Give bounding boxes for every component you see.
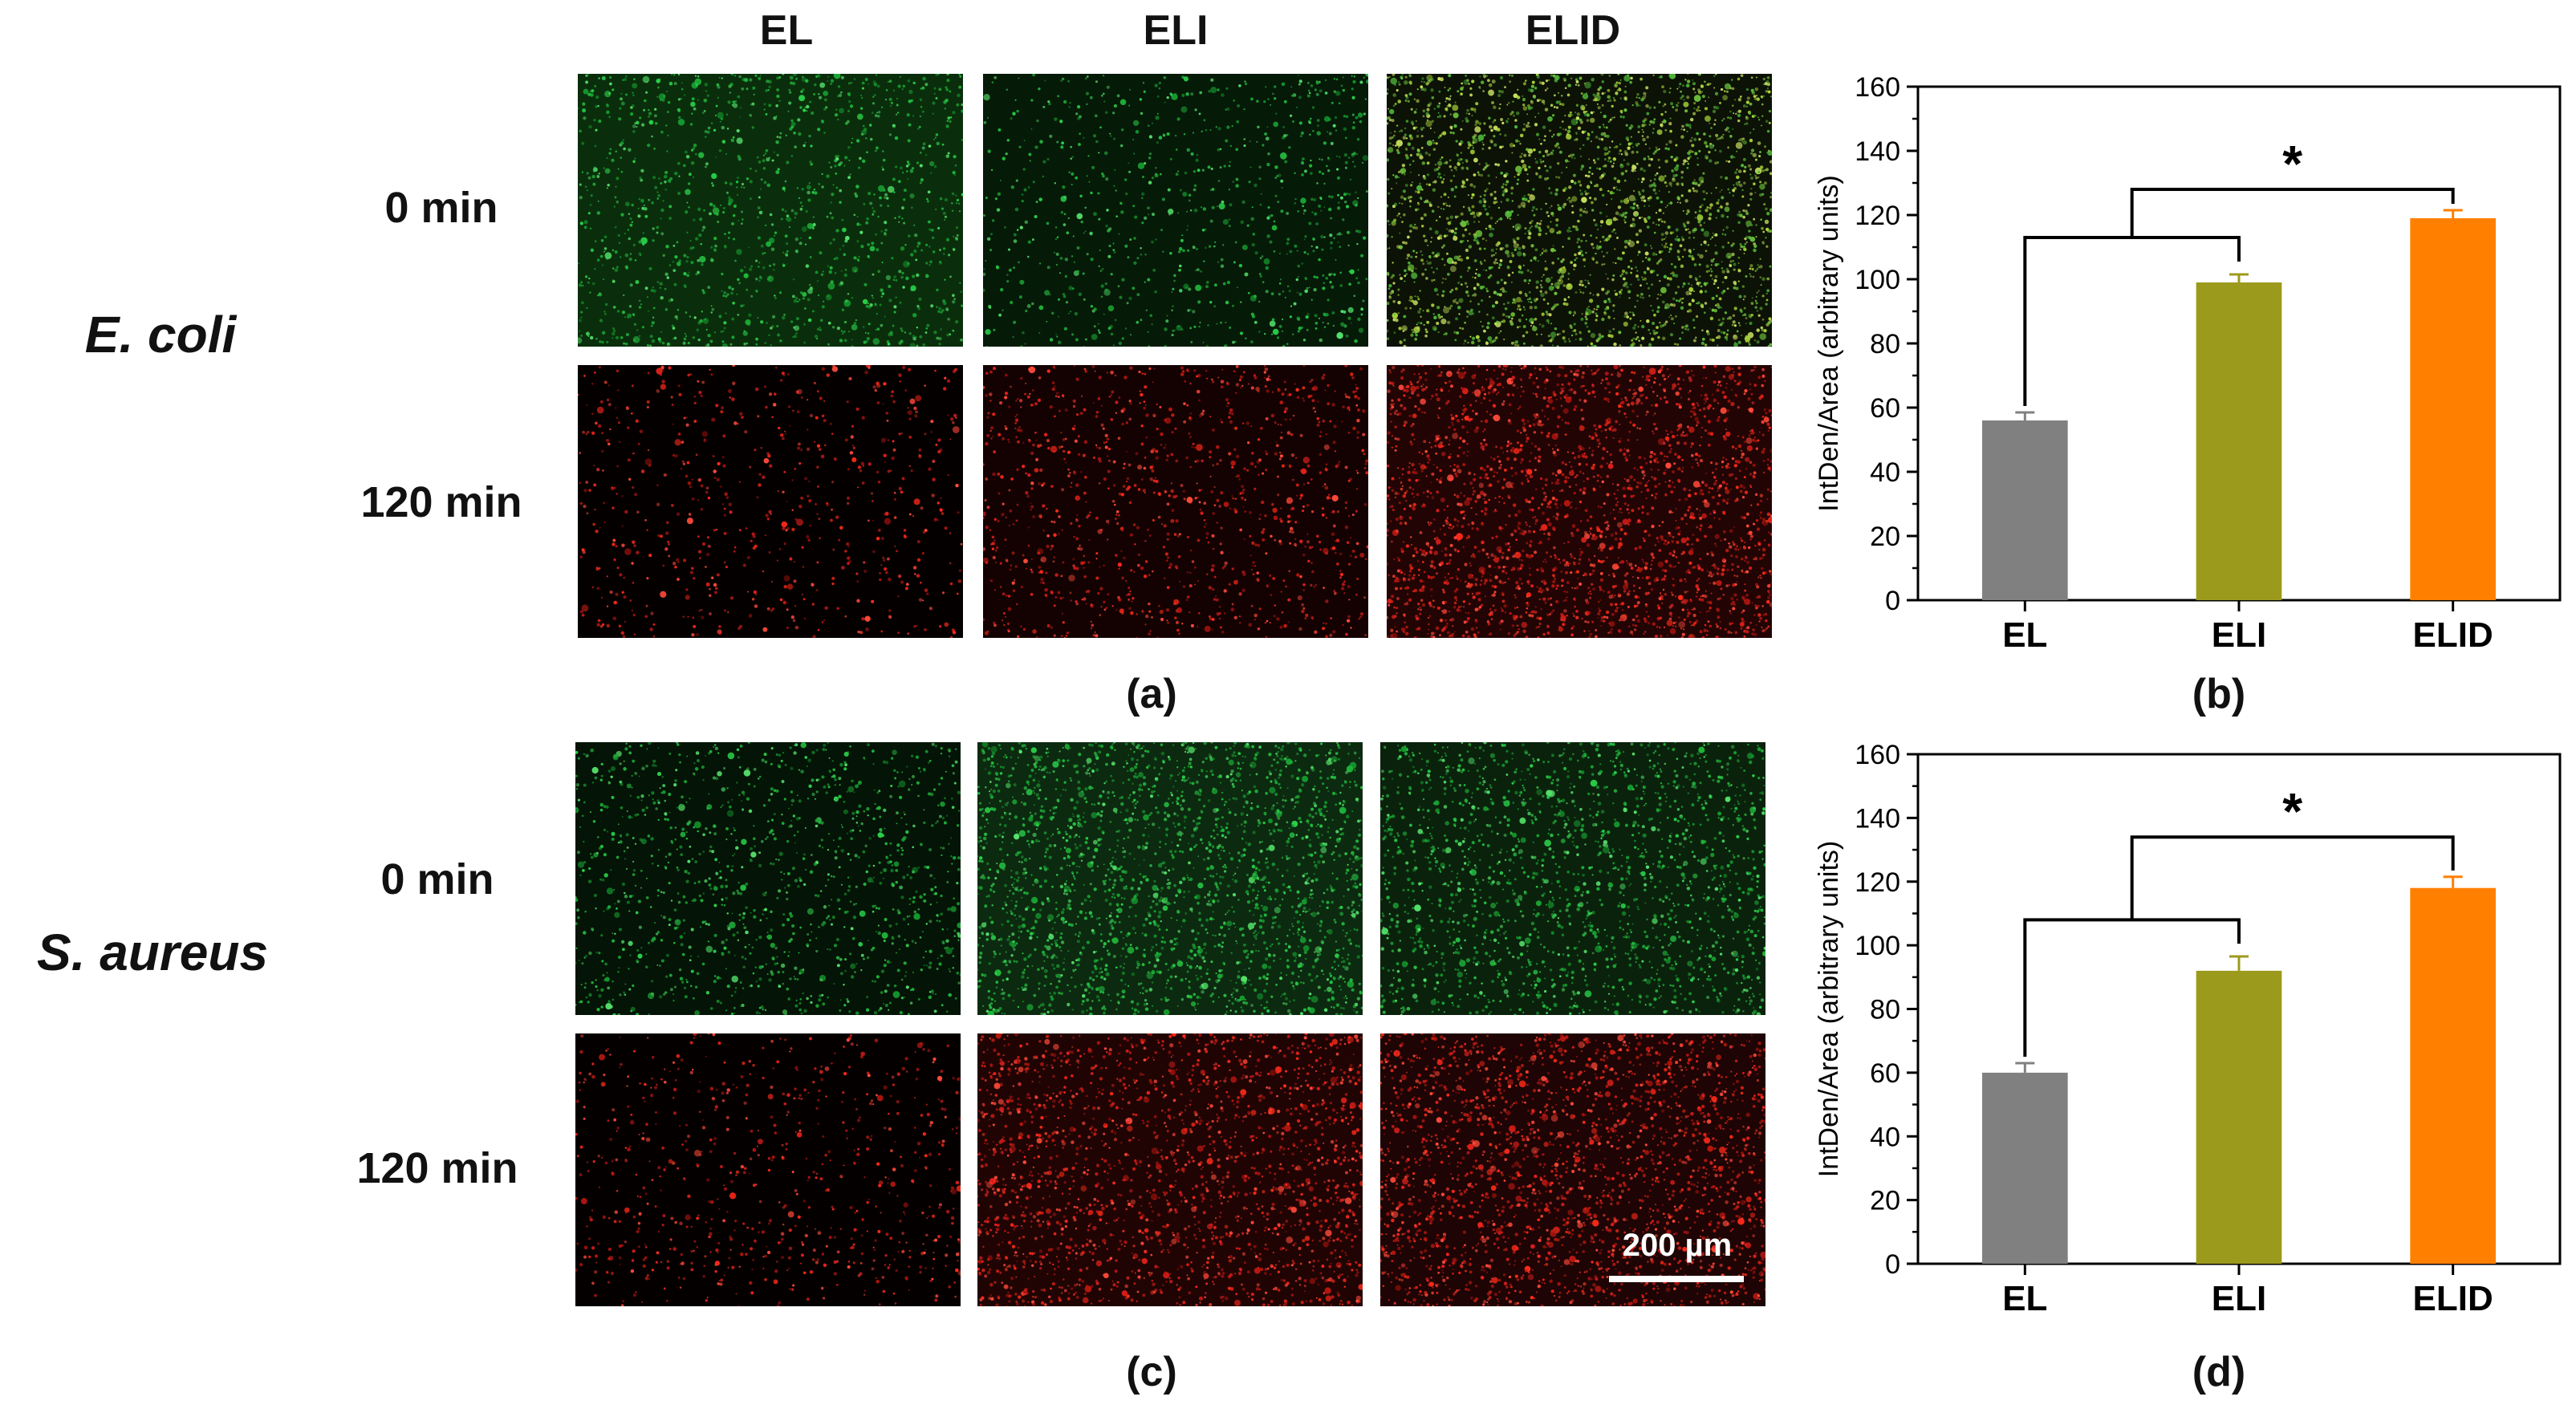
y-tick-label: 0: [1885, 586, 1900, 616]
micrograph-ecoli-eli-120min: [983, 365, 1368, 638]
y-tick-label: 120: [1855, 867, 1900, 898]
organism-label-ecoli: E. coli: [84, 306, 237, 363]
y-tick-label: 100: [1855, 931, 1900, 961]
scale-bar: [1609, 1276, 1744, 1282]
bar-el: [1982, 1072, 2068, 1264]
column-header-el: EL: [759, 7, 814, 54]
bar-elid: [2410, 887, 2496, 1264]
significance-bracket-lower: [2023, 918, 2241, 1058]
panel-label-a: (a): [1126, 671, 1177, 717]
chart-d: 0 20 40 60 80 100 120 140 160 EL ELI ELID IntDen/Are…: [1814, 740, 2562, 1318]
bar-elid: [2410, 218, 2496, 600]
panel-label-c: (c): [1126, 1349, 1177, 1395]
y-tick-label: 20: [1870, 1186, 1900, 1216]
micrograph-saureus-eli-120min: [977, 1033, 1363, 1306]
bar-eli: [2196, 970, 2282, 1264]
micrograph-ecoli-elid-0min: [1387, 74, 1772, 347]
micrograph-saureus-elid-0min: [1380, 742, 1765, 1015]
x-tick-label-elid: ELID: [2413, 615, 2493, 655]
micrograph-ecoli-el-120min: [578, 365, 963, 638]
scale-bar-label: 200 µm: [1622, 1228, 1733, 1263]
micrograph-ecoli-el-0min: [578, 74, 963, 347]
y-tick-label: 60: [1870, 393, 1900, 424]
x-tick-label-eli: ELI: [2212, 615, 2266, 655]
time-label-saureus-0: 0 min: [380, 855, 494, 903]
time-label-ecoli-120: 120 min: [360, 478, 522, 526]
micrograph-saureus-el-120min: [575, 1033, 961, 1306]
y-axis-label: IntDen/Area (arbitrary units): [1814, 175, 1844, 512]
y-tick-label: 120: [1855, 201, 1900, 231]
micrograph-ecoli-elid-120min: [1387, 365, 1772, 638]
column-header-elid: ELID: [1525, 7, 1621, 54]
time-label-ecoli-0: 0 min: [384, 184, 498, 232]
y-axis-label: IntDen/Area (arbitrary units): [1814, 841, 1844, 1178]
y-tick-label: 160: [1855, 740, 1900, 770]
micrograph-saureus-elid-120min: [1380, 1033, 1765, 1306]
y-tick-label: 100: [1855, 265, 1900, 295]
organism-label-saureus: S. aureus: [36, 924, 269, 981]
y-tick-label: 60: [1870, 1058, 1900, 1089]
x-tick-label-el: EL: [2002, 1279, 2047, 1318]
y-tick-label: 0: [1885, 1249, 1900, 1280]
significance-star: *: [2282, 135, 2302, 193]
significance-star: *: [2282, 782, 2302, 840]
panel-label-d: (d): [2192, 1349, 2246, 1395]
y-tick-label: 140: [1855, 136, 1900, 167]
micrograph-ecoli-eli-0min: [983, 74, 1368, 347]
bar-eli: [2196, 282, 2282, 600]
micrograph-saureus-eli-0min: [977, 742, 1363, 1015]
x-tick-label-eli: ELI: [2212, 1279, 2266, 1318]
y-tick-label: 140: [1855, 803, 1900, 834]
time-label-saureus-120: 120 min: [356, 1144, 518, 1192]
micrograph-saureus-el-0min: [575, 742, 961, 1015]
column-header-eli: ELI: [1143, 7, 1209, 54]
y-tick-label: 20: [1870, 522, 1900, 552]
y-tick-label: 80: [1870, 995, 1900, 1025]
panel-label-b: (b): [2192, 671, 2246, 717]
x-tick-label-elid: ELID: [2413, 1279, 2493, 1318]
y-tick-label: 40: [1870, 457, 1900, 488]
significance-bracket-upper: [2130, 835, 2455, 920]
x-tick-label-el: EL: [2002, 615, 2047, 655]
y-tick-label: 160: [1855, 72, 1900, 103]
bar-el: [1982, 420, 2068, 600]
y-tick-label: 80: [1870, 329, 1900, 359]
significance-bracket-upper: [2130, 188, 2455, 238]
y-tick-label: 40: [1870, 1122, 1900, 1152]
chart-b: 0 20 40 60 80 100 120 140 160 EL ELI ELID IntDen/Are…: [1814, 72, 2562, 655]
